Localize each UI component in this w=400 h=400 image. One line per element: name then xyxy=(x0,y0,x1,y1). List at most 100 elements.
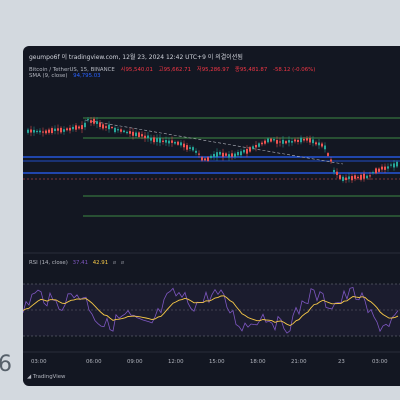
candle-body xyxy=(174,141,176,144)
rsi-line xyxy=(23,287,399,334)
candle-body xyxy=(237,152,239,156)
candle-body xyxy=(117,129,119,131)
candle-body xyxy=(159,137,161,143)
time-tick: 06:00 xyxy=(86,359,102,365)
candle-body xyxy=(213,153,215,157)
candle-body xyxy=(42,131,44,133)
candle-body xyxy=(186,145,188,150)
candle-body xyxy=(306,138,308,141)
candle-body xyxy=(96,121,98,124)
candle-body xyxy=(285,141,287,144)
candle-body xyxy=(114,127,116,133)
sma-legend: SMA (9, close) 94,795.03 xyxy=(29,73,101,79)
candle-body xyxy=(288,140,290,143)
snapshot-header: geumpo6f 이 tradingview.com, 12월 23, 2024… xyxy=(29,54,243,61)
candle-body xyxy=(192,147,194,151)
candle-body xyxy=(81,125,83,130)
candle-body xyxy=(78,126,80,129)
candle-body xyxy=(243,149,245,153)
candle-body xyxy=(342,176,344,181)
candle-body xyxy=(249,147,251,152)
time-tick: 03:00 xyxy=(372,359,388,365)
candle-body xyxy=(171,140,173,143)
candle-body xyxy=(33,129,35,133)
close-value: 종95,481.87 xyxy=(234,67,268,73)
candle-body xyxy=(231,153,233,157)
candle-body xyxy=(39,130,41,133)
candle-body xyxy=(294,139,296,142)
sma-value: 94,795.03 xyxy=(73,73,101,79)
candle-body xyxy=(57,128,59,131)
candle-body xyxy=(27,129,29,133)
chart-window: geumpo6f 이 tradingview.com, 12월 23, 2024… xyxy=(23,46,400,386)
high-value: 고95,662.71 xyxy=(158,67,192,73)
candle-body xyxy=(123,130,125,133)
rsi-legend: RSI (14, close) 37.41 42.91 ø ø xyxy=(29,260,124,266)
chart-canvas xyxy=(23,116,400,353)
candle-body xyxy=(207,157,209,162)
candle-body xyxy=(282,139,284,144)
candle-body xyxy=(219,151,221,155)
candles xyxy=(27,116,398,184)
candle-body xyxy=(366,175,368,179)
low-value: 저95,286.97 xyxy=(196,67,230,73)
candle-body xyxy=(387,166,389,169)
candle-body xyxy=(381,166,383,170)
price-legend: Bitcoin / TetherUS, 15, BINANCE 시95,540.… xyxy=(29,65,315,73)
candle-body xyxy=(153,137,155,143)
candle-body xyxy=(30,129,32,133)
time-tick: 12:00 xyxy=(168,359,184,365)
candle-body xyxy=(48,129,50,133)
candle-body xyxy=(63,129,65,132)
rsi-extra-2: ø xyxy=(120,260,125,266)
candle-body xyxy=(216,152,218,157)
candle-body xyxy=(195,150,197,153)
time-tick: 21:00 xyxy=(291,359,307,365)
candle-body xyxy=(345,177,347,181)
candle-body xyxy=(60,127,62,133)
candle-body xyxy=(105,126,107,128)
candle-body xyxy=(357,176,359,179)
footer-brand: ◢ TradingView xyxy=(27,374,65,380)
candle-body xyxy=(138,132,140,137)
candle-body xyxy=(234,153,236,157)
candle-body xyxy=(147,135,149,139)
candle-body xyxy=(300,137,302,143)
sma-label: SMA (9, close) xyxy=(29,73,68,79)
candle-body xyxy=(189,147,191,149)
candle-body xyxy=(129,131,131,134)
candle-body xyxy=(276,140,278,144)
candle-body xyxy=(90,120,92,123)
candle-body xyxy=(168,140,170,144)
candle-body xyxy=(261,142,263,145)
rsi-ma-line xyxy=(23,295,399,327)
candle-body xyxy=(252,146,254,149)
candle-body xyxy=(330,159,332,162)
candle-body xyxy=(51,128,53,134)
candle-body xyxy=(183,143,185,148)
candle-body xyxy=(360,174,362,180)
candle-body xyxy=(372,172,374,174)
candle-body xyxy=(162,140,164,142)
candle-body xyxy=(150,137,152,141)
candle-body xyxy=(177,141,179,145)
candle-body xyxy=(339,175,341,179)
candle-body xyxy=(273,139,275,141)
candle-body xyxy=(312,139,314,144)
candle-body xyxy=(351,176,353,181)
candle-body xyxy=(36,130,38,133)
candle-body xyxy=(267,138,269,143)
candle-body xyxy=(45,130,47,134)
candle-body xyxy=(210,155,212,158)
candle-body xyxy=(93,118,95,124)
candle-body xyxy=(66,128,68,131)
rsi-value: 37.41 xyxy=(72,260,89,266)
candle-body xyxy=(375,168,377,174)
candle-body xyxy=(141,134,143,137)
candle-body xyxy=(327,153,329,156)
candle-body xyxy=(246,148,248,154)
candle-body xyxy=(75,125,77,130)
candle-body xyxy=(54,128,56,131)
candle-body xyxy=(369,175,371,177)
tradingview-logo-icon: ◢ xyxy=(27,374,33,380)
